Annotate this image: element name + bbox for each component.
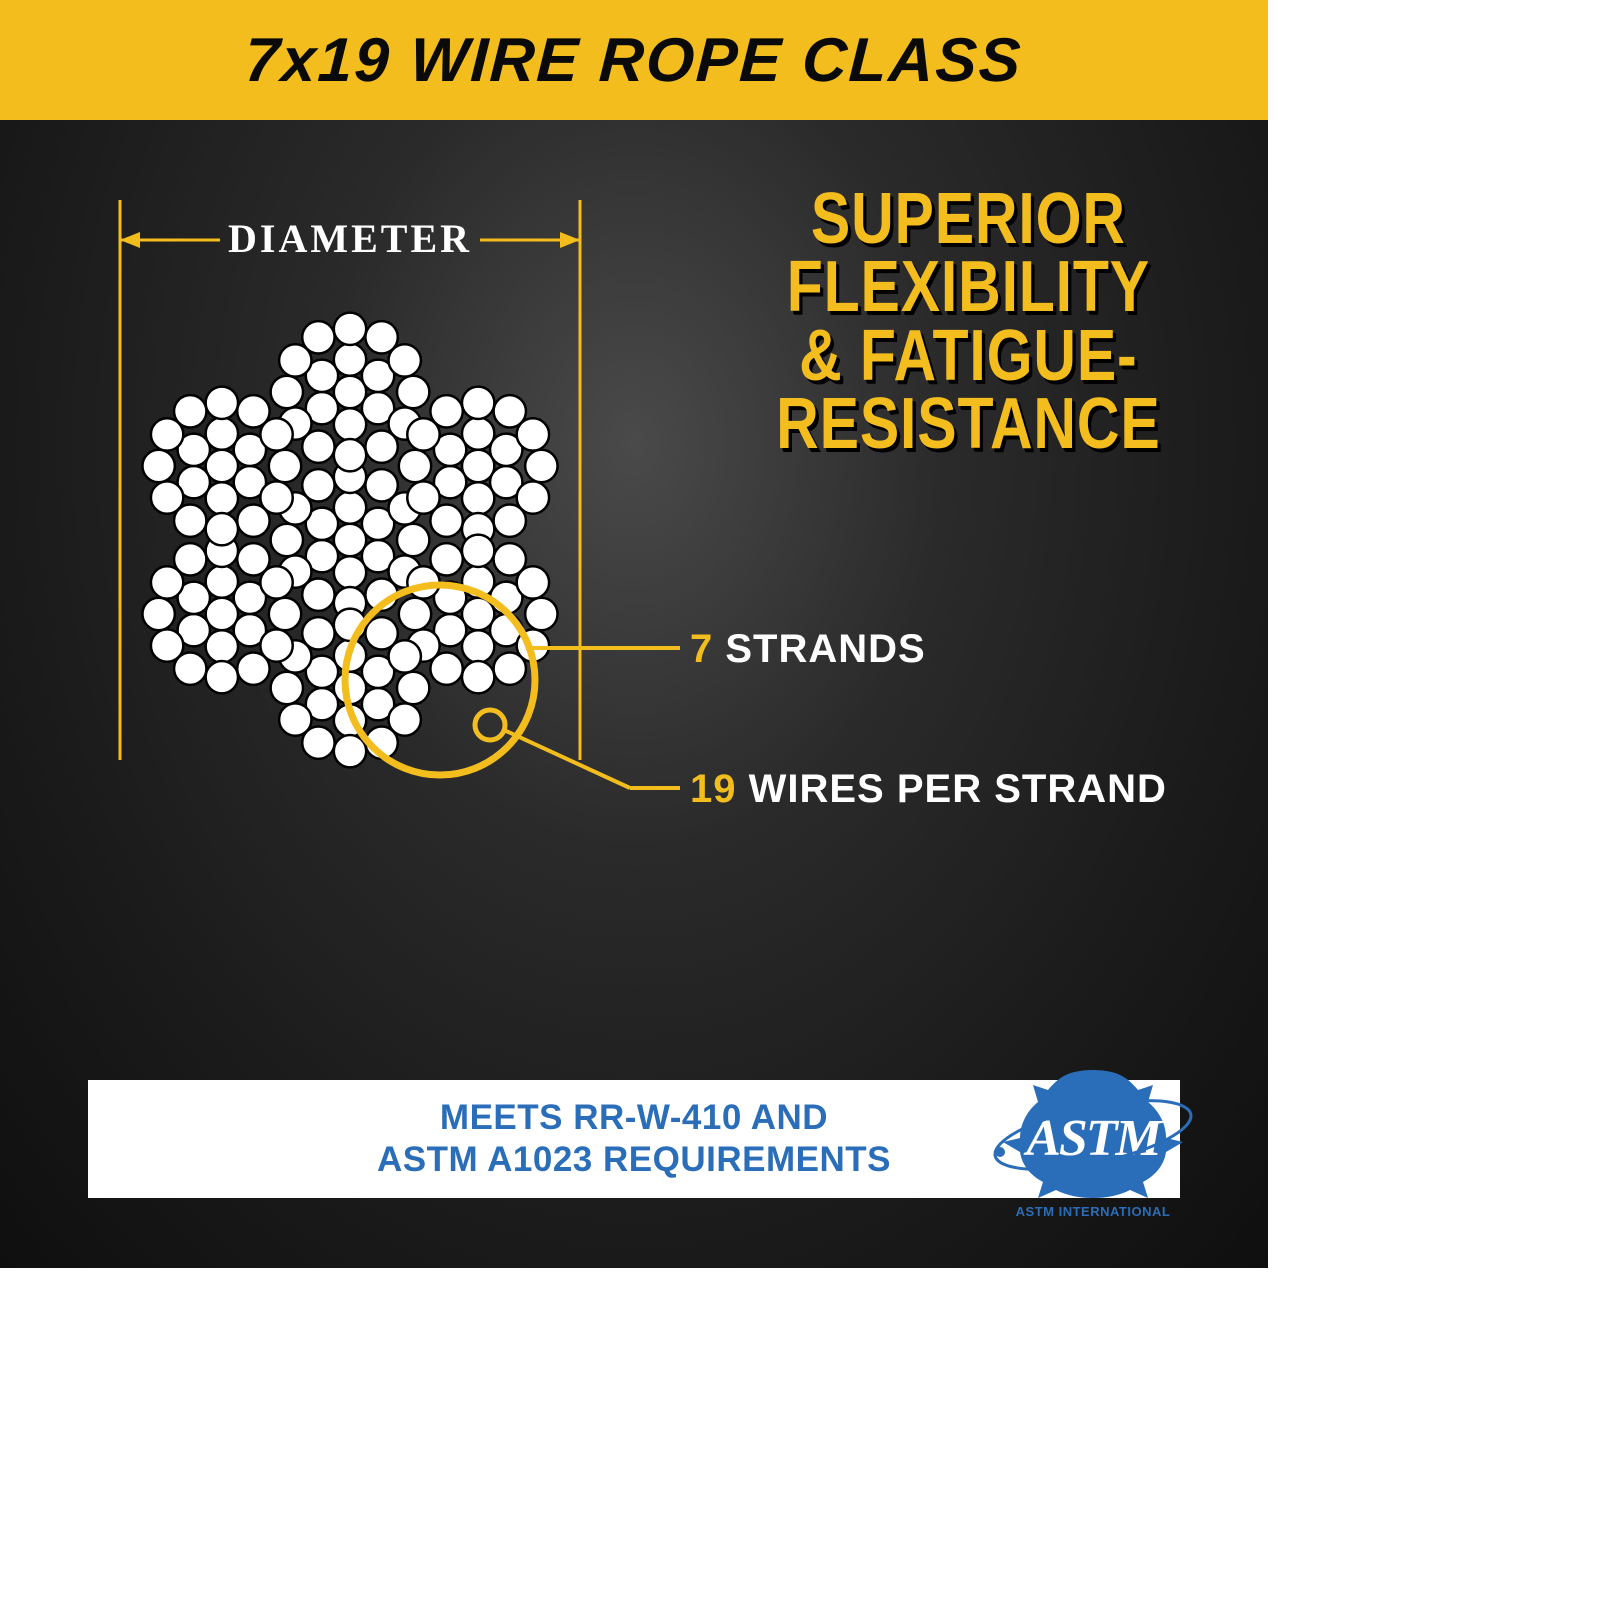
footer-line-1: MEETS RR-W-410 AND [440, 1098, 828, 1137]
astm-logo: ASTM ASTM INTERNATIONAL [988, 1060, 1198, 1220]
tagline-block: SUPERIOR FLEXIBILITY & FATIGUE- RESISTAN… [734, 185, 1203, 459]
strand-count: 7 [690, 627, 713, 671]
rope-cross-section-diagram: DIAMETER [60, 170, 680, 890]
wire-callout: 19 WIRES PER STRAND [690, 767, 1167, 812]
strand-callout: 7 STRANDS [690, 627, 926, 672]
astm-subtext: ASTM INTERNATIONAL [1016, 1204, 1171, 1219]
header-bar: 7x19 WIRE ROPE CLASS [0, 0, 1268, 120]
header-title: 7x19 WIRE ROPE CLASS [243, 25, 1024, 96]
wire-count: 19 [690, 767, 737, 811]
infographic-canvas: 7x19 WIRE ROPE CLASS SUPERIOR FLEXIBILIT… [0, 0, 1268, 1268]
tagline-line: FLEXIBILITY [776, 253, 1160, 321]
tagline-line: SUPERIOR [776, 185, 1160, 253]
strand-label: STRANDS [713, 627, 925, 671]
tagline-line: & FATIGUE- [776, 322, 1160, 390]
tagline-line: RESISTANCE [776, 390, 1160, 458]
diameter-label: DIAMETER [228, 216, 472, 261]
wire-highlight-circle [475, 710, 505, 740]
footer-line-2: ASTM A1023 REQUIREMENTS [377, 1140, 891, 1179]
wire-label: WIRES PER STRAND [737, 767, 1167, 811]
